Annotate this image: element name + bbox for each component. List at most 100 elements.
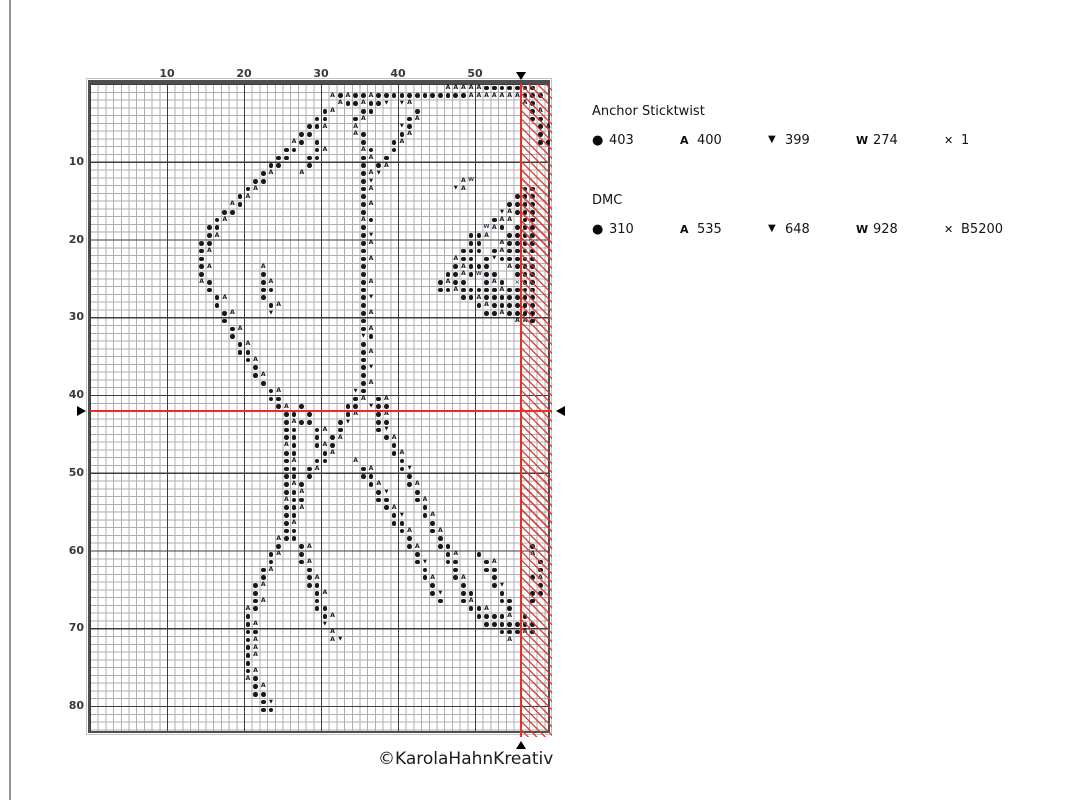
stitch-symbol xyxy=(306,574,314,582)
stitch-symbol xyxy=(375,395,383,403)
stitch-symbol: A xyxy=(507,635,513,643)
stitch-symbol xyxy=(498,84,506,92)
stitch-symbol xyxy=(406,115,414,123)
stitch-symbol: A xyxy=(491,558,497,566)
stitch-symbol xyxy=(437,597,445,605)
stitch-symbol: A xyxy=(430,573,436,581)
stitch-symbol xyxy=(452,263,460,271)
stitch-symbol: A xyxy=(253,643,258,651)
stitch-symbol xyxy=(352,100,360,108)
stitch-symbol xyxy=(398,457,406,465)
stitch-symbol xyxy=(306,566,314,574)
stitch-symbol: A xyxy=(276,550,282,558)
legend-symbol-icon: ✕ xyxy=(944,222,954,236)
stitch-symbol xyxy=(283,411,291,419)
stitch-symbol xyxy=(283,465,291,473)
stitch-symbol xyxy=(244,644,252,652)
stitch-symbol xyxy=(313,457,321,465)
stitch-symbol: A xyxy=(514,317,520,325)
stitch-symbol: A xyxy=(222,293,228,301)
stitch-symbol xyxy=(452,574,460,582)
stitch-symbol xyxy=(390,146,398,154)
stitch-symbol xyxy=(452,566,460,574)
stitch-symbol xyxy=(360,185,368,193)
stitch-symbol: A xyxy=(484,604,489,612)
stitch-symbol: A xyxy=(253,666,258,674)
stitch-symbol: × xyxy=(514,278,521,287)
stitch-symbol: A xyxy=(353,122,359,130)
stitch-symbol xyxy=(283,426,291,434)
stitch-symbol: A xyxy=(445,278,451,286)
stitch-symbol xyxy=(298,558,306,566)
stitch-symbol: ▼ xyxy=(453,185,458,192)
stitch-symbol xyxy=(321,605,329,613)
stitch-symbol xyxy=(413,558,421,566)
stitch-symbol xyxy=(429,519,437,527)
stitch-symbol xyxy=(236,348,244,356)
thread-code: 1 xyxy=(961,132,970,148)
stitch-symbol xyxy=(360,294,368,302)
stitch-symbol xyxy=(506,620,514,628)
legend-symbol-icon: W xyxy=(856,222,869,236)
stitch-symbol xyxy=(367,473,375,481)
stitch-symbol xyxy=(413,496,421,504)
stitch-symbol: A xyxy=(453,83,459,91)
stitch-symbol: A xyxy=(376,480,382,488)
stitch-symbol xyxy=(283,527,291,535)
stitch-symbol xyxy=(475,263,483,271)
stitch-symbol: ▼ xyxy=(499,581,504,588)
stitch-symbol xyxy=(360,162,368,170)
stitch-symbol xyxy=(460,92,468,100)
stitch-symbol xyxy=(336,418,344,426)
stitch-symbol xyxy=(360,356,368,364)
stitch-symbol xyxy=(452,278,460,286)
stitch-symbol xyxy=(498,597,506,605)
stitch-symbol xyxy=(490,84,498,92)
stitch-symbol xyxy=(367,481,375,489)
stitch-symbol xyxy=(444,543,452,551)
stitch-symbol xyxy=(290,488,298,496)
stitch-symbol: A xyxy=(307,542,312,550)
stitch-symbol xyxy=(421,512,429,520)
column-label: 20 xyxy=(236,67,252,80)
stitch-symbol xyxy=(444,286,452,294)
stitch-symbol xyxy=(367,107,375,115)
stitch-symbol: A xyxy=(253,355,258,363)
legend-symbol-icon: ● xyxy=(592,132,604,148)
stitch-symbol xyxy=(283,449,291,457)
stitch-symbol xyxy=(360,170,368,178)
stitch-symbol xyxy=(506,232,514,240)
stitch-symbol xyxy=(390,512,398,520)
row-label: 50 xyxy=(68,465,84,479)
stitch-symbol: A xyxy=(368,309,374,317)
stitch-symbol xyxy=(460,255,468,263)
stitch-symbol xyxy=(398,519,406,527)
stitch-symbol: A xyxy=(260,371,266,379)
stitch-symbol xyxy=(429,527,437,535)
stitch-symbol xyxy=(283,481,291,489)
stitch-symbol: A xyxy=(307,558,312,566)
stitch-symbol: A xyxy=(384,410,389,418)
stitch-symbol xyxy=(383,92,391,100)
legend-entry: ▼ 399 xyxy=(768,133,856,148)
stitch-symbol xyxy=(252,372,260,380)
stitch-symbol: A xyxy=(507,612,513,620)
stitch-symbol: A xyxy=(237,324,243,332)
stitch-symbol: A xyxy=(407,99,412,107)
stitch-symbol xyxy=(213,216,221,224)
stitch-symbol: A xyxy=(461,177,466,185)
stitch-symbol xyxy=(460,294,468,302)
stitch-symbol: A xyxy=(360,215,366,223)
stitch-symbol xyxy=(252,605,260,613)
stitch-symbol xyxy=(259,294,267,302)
legend-entry: A 400 xyxy=(680,133,768,148)
stitch-symbol xyxy=(490,286,498,294)
stitch-symbol xyxy=(490,309,498,317)
stitch-symbol: A xyxy=(337,433,343,441)
stitch-symbol xyxy=(313,582,321,590)
stitch-symbol xyxy=(475,247,483,255)
stitch-symbol: A xyxy=(445,83,451,91)
stitch-symbol xyxy=(406,473,414,481)
stitch-symbol xyxy=(490,216,498,224)
stitch-symbol: A xyxy=(260,262,266,270)
